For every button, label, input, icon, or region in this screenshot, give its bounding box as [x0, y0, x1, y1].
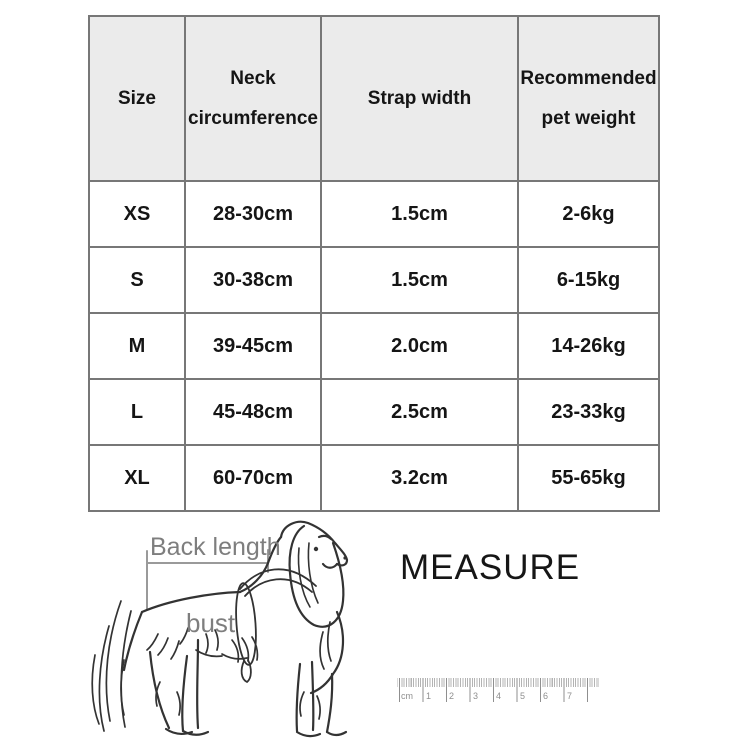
table-row: XS 28-30cm 1.5cm 2-6kg — [88, 180, 660, 248]
table-row: XL 60-70cm 3.2cm 55-65kg — [88, 444, 660, 512]
cell-strap: 2.5cm — [320, 378, 519, 446]
cell-neck: 39-45cm — [184, 312, 322, 380]
bust-label: bust — [186, 608, 236, 638]
dog-outline — [122, 520, 349, 738]
ruler-number: 2 — [449, 691, 455, 701]
cell-weight: 23-33kg — [517, 378, 660, 446]
table-header-row: Size Neck circumference Strap width Reco… — [88, 15, 660, 182]
cell-neck: 60-70cm — [184, 444, 322, 512]
cell-weight: 2-6kg — [517, 180, 660, 248]
cell-size: L — [88, 378, 186, 446]
ruler-number: 1 — [426, 691, 432, 701]
cell-weight: 14-26kg — [517, 312, 660, 380]
cell-neck: 28-30cm — [184, 180, 322, 248]
cell-strap: 3.2cm — [320, 444, 519, 512]
ruler-number: 7 — [567, 691, 573, 701]
cell-size: XS — [88, 180, 186, 248]
cell-neck: 30-38cm — [184, 246, 322, 314]
col-header-size: Size — [88, 15, 186, 182]
bust-strap — [235, 568, 317, 683]
ruler-number: 3 — [473, 691, 479, 701]
cell-weight: 55-65kg — [517, 444, 660, 512]
ruler-unit-label: cm — [401, 691, 413, 701]
size-table: Size Neck circumference Strap width Reco… — [88, 15, 660, 512]
dog-measure-illustration — [91, 520, 349, 738]
table-row: M 39-45cm 2.0cm 14-26kg — [88, 312, 660, 380]
table-row: L 45-48cm 2.5cm 23-33kg — [88, 378, 660, 446]
col-header-strap: Strap width — [320, 15, 519, 182]
back-length-label: Back length — [150, 533, 281, 561]
ruler-number: 5 — [520, 691, 526, 701]
cell-size: XL — [88, 444, 186, 512]
ruler-number: 4 — [496, 691, 502, 701]
dog-fur-strokes — [91, 600, 332, 732]
measure-title: MEASURE — [400, 548, 581, 587]
cell-weight: 6-15kg — [517, 246, 660, 314]
cell-size: S — [88, 246, 186, 314]
col-header-neck: Neck circumference — [184, 15, 322, 182]
cell-neck: 45-48cm — [184, 378, 322, 446]
ruler-ticks — [397, 678, 599, 702]
cell-strap: 1.5cm — [320, 180, 519, 248]
table-row: S 30-38cm 1.5cm 6-15kg — [88, 246, 660, 314]
ruler-graphic: cm 1 2 3 4 5 6 7 — [397, 678, 601, 706]
cell-size: M — [88, 312, 186, 380]
cell-strap: 2.0cm — [320, 312, 519, 380]
col-header-weight: Recommended pet weight — [517, 15, 660, 182]
ruler-number: 6 — [543, 691, 549, 701]
cell-strap: 1.5cm — [320, 246, 519, 314]
